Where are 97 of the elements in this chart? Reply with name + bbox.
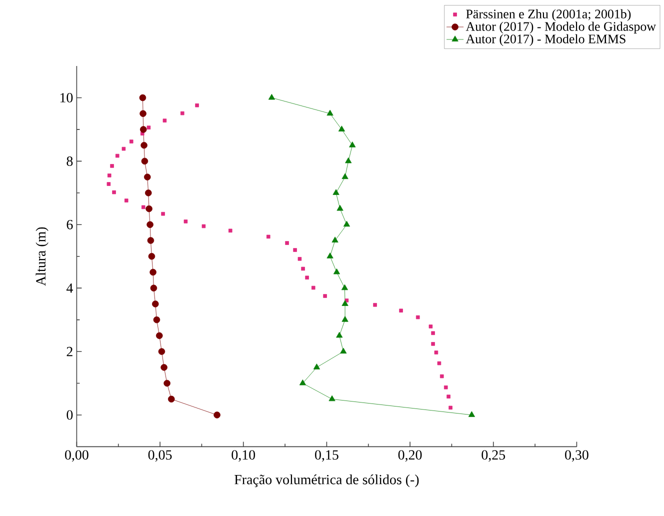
point <box>124 198 128 202</box>
point <box>332 189 340 195</box>
y-tick-label: 8 <box>66 156 73 166</box>
legend-label: Autor (2017) - Modelo de Gidaspow <box>466 22 656 34</box>
point <box>156 332 163 340</box>
x-tick-label: 0,10 <box>232 450 256 462</box>
point <box>342 173 348 180</box>
point <box>144 190 152 196</box>
point <box>448 406 452 410</box>
point <box>446 394 450 398</box>
x-tick-label: 0,20 <box>398 450 422 462</box>
point <box>139 94 146 102</box>
point <box>140 126 147 133</box>
point <box>299 379 306 386</box>
point <box>228 228 232 233</box>
y-tick-label: 0 <box>66 410 73 420</box>
point <box>305 276 309 280</box>
point <box>293 248 297 252</box>
point <box>144 174 151 180</box>
legend-label: Autor (2017) - Modelo EMMS <box>466 34 626 46</box>
point <box>141 205 146 210</box>
point <box>268 94 276 100</box>
point <box>301 266 305 271</box>
point <box>202 224 206 228</box>
point <box>326 110 334 116</box>
point <box>146 126 151 130</box>
point <box>153 316 160 324</box>
point <box>341 284 348 290</box>
point <box>326 252 334 258</box>
point <box>180 111 184 116</box>
point <box>110 164 114 168</box>
y-tick-label: 10 <box>60 93 73 102</box>
point <box>431 342 435 346</box>
point <box>266 234 270 239</box>
point <box>161 212 165 216</box>
point <box>164 380 170 387</box>
point <box>345 157 352 164</box>
point <box>298 256 302 261</box>
y-axis-title: Altura (m) <box>36 227 48 286</box>
y-tick-label: 4 <box>66 283 73 293</box>
point <box>160 364 168 371</box>
point <box>323 294 327 298</box>
point <box>399 308 403 312</box>
point <box>349 142 356 148</box>
point <box>416 315 420 320</box>
point <box>152 300 159 308</box>
y-tick-label: 6 <box>66 220 73 230</box>
point <box>311 286 316 290</box>
point <box>332 236 338 242</box>
point <box>437 361 442 366</box>
point <box>141 158 148 165</box>
point <box>140 110 146 117</box>
x-tick-label: 0,05 <box>148 450 172 462</box>
point <box>168 396 175 402</box>
point <box>106 182 111 186</box>
point <box>440 374 444 378</box>
point <box>184 220 188 224</box>
point <box>146 221 154 228</box>
point <box>340 348 347 354</box>
point <box>107 174 112 178</box>
point <box>336 332 343 338</box>
point <box>468 411 476 417</box>
x-axis-title: Fração volumétrica de sólidos (-) <box>234 474 419 488</box>
point <box>146 205 152 212</box>
point <box>162 118 167 122</box>
point <box>328 395 336 402</box>
x-tick-label: 0,25 <box>482 450 506 462</box>
point <box>150 284 158 292</box>
point <box>147 237 154 244</box>
point <box>373 302 377 307</box>
point <box>129 140 134 144</box>
point <box>444 385 448 390</box>
point <box>112 190 116 194</box>
point <box>158 348 166 355</box>
point <box>428 324 433 328</box>
x-tick-label: 0,15 <box>315 450 338 462</box>
point <box>336 204 344 211</box>
x-tick-label: 0,30 <box>565 450 588 462</box>
point <box>285 241 289 245</box>
point <box>140 142 148 149</box>
x-tick-label: 0,00 <box>65 450 88 462</box>
point <box>214 412 220 418</box>
point <box>195 103 199 108</box>
point <box>431 331 435 336</box>
point <box>122 146 126 151</box>
point <box>333 268 340 274</box>
point <box>343 220 350 227</box>
point <box>434 350 438 354</box>
y-tick-label: 2 <box>66 346 72 356</box>
legend-label: Pärssinen e Zhu (2001a; 2001b) <box>466 9 631 22</box>
point <box>338 126 346 132</box>
point <box>313 364 320 370</box>
point <box>148 252 156 260</box>
point <box>342 316 348 322</box>
point <box>342 300 348 306</box>
point <box>150 268 156 276</box>
point <box>115 154 120 158</box>
